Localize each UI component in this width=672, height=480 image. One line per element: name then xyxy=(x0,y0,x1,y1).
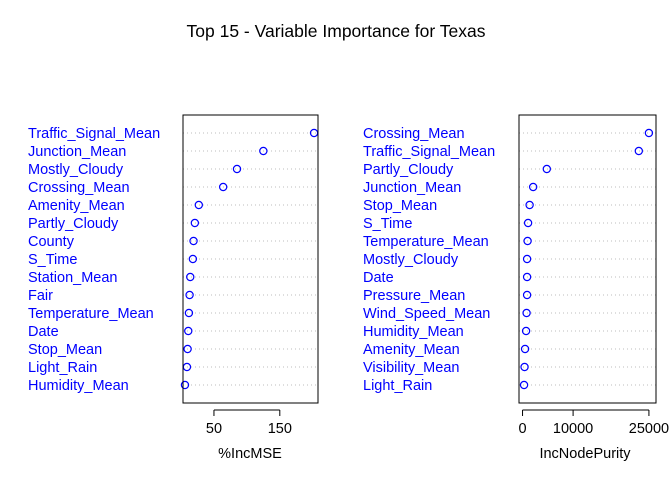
category-label: Station_Mean xyxy=(28,270,117,286)
x-tick-label: 0 xyxy=(518,421,526,437)
category-label: S_Time xyxy=(28,252,77,268)
x-tick-label: 150 xyxy=(268,421,292,437)
category-label: Traffic_Signal_Mean xyxy=(363,144,495,160)
data-point xyxy=(189,236,198,246)
category-label: Stop_Mean xyxy=(363,198,437,214)
data-point xyxy=(528,182,538,192)
category-label: S_Time xyxy=(363,216,412,232)
category-label: Mostly_Cloudy xyxy=(28,162,124,178)
panel-2: Crossing_Mean Traffic_Signal_Mean Partly_C… xyxy=(363,114,669,462)
category-label: Junction_Mean xyxy=(363,180,461,196)
category-label: Light_Rain xyxy=(28,360,97,376)
data-point xyxy=(521,326,531,336)
data-point xyxy=(188,254,198,264)
panel-1: Traffic_Signal_Mean Junction_Mean Mostly_C… xyxy=(28,114,319,462)
category-label: Date xyxy=(363,270,394,286)
data-point xyxy=(232,164,242,174)
data-point xyxy=(180,380,190,390)
category-label: County xyxy=(28,234,75,250)
data-point xyxy=(523,218,533,228)
x-tick-label: 25000 xyxy=(629,421,669,437)
data-point xyxy=(522,254,532,264)
data-point xyxy=(522,272,532,282)
data-point xyxy=(190,218,200,228)
data-point xyxy=(520,362,529,372)
data-point xyxy=(542,164,552,174)
data-point xyxy=(525,200,534,210)
category-label: Amenity_Mean xyxy=(363,342,460,358)
category-label: Pressure_Mean xyxy=(363,288,465,304)
category-label: Humidity_Mean xyxy=(28,378,129,394)
x-tick-label: 50 xyxy=(206,421,222,437)
x-axis-label: %IncMSE xyxy=(218,446,282,462)
category-label: Humidity_Mean xyxy=(363,324,464,340)
category-label: Amenity_Mean xyxy=(28,198,125,214)
plot-frame xyxy=(182,114,319,404)
category-label: Visibility_Mean xyxy=(363,360,459,376)
data-point xyxy=(182,362,192,372)
category-label: Wind_Speed_Mean xyxy=(363,306,490,322)
data-point xyxy=(194,200,204,210)
category-label: Light_Rain xyxy=(363,378,432,394)
plot-frame xyxy=(518,114,657,404)
x-tick-label: 10000 xyxy=(553,421,593,437)
data-point xyxy=(183,344,192,354)
data-point xyxy=(523,236,532,246)
category-label: Temperature_Mean xyxy=(363,234,489,250)
category-label: Partly_Cloudy xyxy=(363,162,454,178)
category-label: Fair xyxy=(28,288,53,304)
category-label: Traffic_Signal_Mean xyxy=(28,126,160,142)
data-point xyxy=(218,182,228,192)
x-axis-label: IncNodePurity xyxy=(539,446,631,462)
category-label: Crossing_Mean xyxy=(28,180,130,196)
category-label: Date xyxy=(28,324,59,340)
category-label: Junction_Mean xyxy=(28,144,126,160)
chart-title: Top 15 - Variable Importance for Texas xyxy=(187,21,486,41)
data-point xyxy=(184,326,193,336)
category-label: Crossing_Mean xyxy=(363,126,465,142)
data-point xyxy=(184,308,194,318)
data-point xyxy=(519,380,529,390)
category-label: Stop_Mean xyxy=(28,342,102,358)
data-point xyxy=(634,146,644,156)
chart-panels: Traffic_Signal_Mean Junction_Mean Mostly_C… xyxy=(28,114,669,462)
data-point xyxy=(185,290,194,300)
data-point xyxy=(520,344,530,354)
data-point xyxy=(259,146,268,156)
category-label: Partly_Cloudy xyxy=(28,216,119,232)
data-point xyxy=(522,290,532,300)
data-point xyxy=(186,272,195,282)
data-point xyxy=(644,128,654,138)
category-label: Mostly_Cloudy xyxy=(363,252,459,268)
category-label: Temperature_Mean xyxy=(28,306,154,322)
data-point xyxy=(522,308,531,318)
